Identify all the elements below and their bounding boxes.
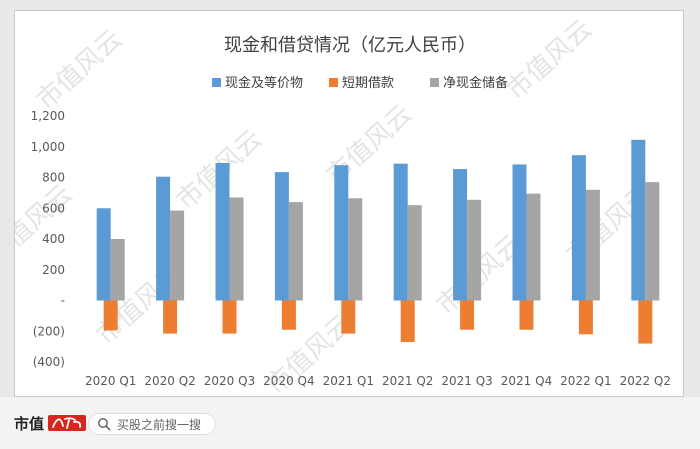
- bar-net-cash: [467, 199, 482, 301]
- chart: 市值风云市值风云市值风云市值风云市值风云市值风云市值风云市值风云市值风云 现金和…: [15, 14, 671, 398]
- bar-short-term-borrowing: [341, 300, 356, 334]
- legend-swatch: [430, 78, 439, 87]
- bar-net-cash: [288, 202, 303, 301]
- brand-name: 市值: [14, 414, 45, 433]
- bar-short-term-borrowing: [519, 300, 534, 330]
- bar-net-cash: [348, 198, 363, 301]
- chart-card: 市值风云市值风云市值风云市值风云市值风云市值风云市值风云市值风云市值风云 现金和…: [14, 10, 684, 398]
- x-tick-label: 2020 Q1: [85, 374, 136, 388]
- x-axis: 2020 Q1 2020 Q2 2020 Q3 2020 Q4 2021 Q1 2021 …: [85, 374, 671, 388]
- bar-short-term-borrowing: [460, 300, 475, 330]
- bar-short-term-borrowing: [638, 300, 653, 344]
- bar-cash: [453, 169, 468, 301]
- x-tick-label: 2021 Q1: [323, 374, 374, 388]
- bar-cash: [393, 163, 408, 301]
- x-tick-label: 2020 Q4: [263, 374, 314, 388]
- bar-net-cash: [110, 239, 125, 301]
- watermark-text: 市值风云: [15, 179, 78, 271]
- x-tick-label: 2021 Q2: [382, 374, 433, 388]
- bar-net-cash: [526, 193, 541, 301]
- footer-bar: 市值 买股之前搜一搜: [0, 397, 700, 449]
- bar-short-term-borrowing: [163, 300, 178, 334]
- y-tick-label: 1,200: [31, 109, 65, 123]
- fengyun-logo-icon: [48, 415, 87, 431]
- legend-label: 现金及等价物: [225, 75, 303, 91]
- watermark-text: 市值风云: [31, 24, 128, 116]
- bars: [96, 139, 660, 344]
- bar-net-cash: [170, 210, 185, 301]
- chart-title: 现金和借贷情况（亿元人民币）: [224, 35, 476, 56]
- bar-cash: [156, 176, 171, 301]
- search-icon: [98, 418, 111, 431]
- y-tick-label: 800: [42, 171, 65, 185]
- bar-short-term-borrowing: [400, 300, 415, 343]
- legend: 现金及等价物 短期借款 净现金储备: [212, 75, 508, 91]
- bar-short-term-borrowing: [281, 300, 296, 330]
- y-tick-label: 1,000: [31, 140, 65, 154]
- bar-cash: [512, 164, 527, 301]
- x-tick-label: 2022 Q1: [560, 374, 611, 388]
- legend-label: 短期借款: [342, 76, 394, 91]
- legend-swatch: [212, 78, 221, 87]
- search-input[interactable]: 买股之前搜一搜: [88, 413, 216, 435]
- brand-logo[interactable]: 市值: [14, 411, 87, 435]
- bar-cash: [215, 162, 230, 301]
- bar-cash: [96, 208, 111, 301]
- bar-net-cash: [229, 197, 244, 301]
- bar-cash: [631, 139, 646, 301]
- bar-short-term-borrowing: [103, 300, 118, 331]
- y-tick-label: 600: [42, 201, 65, 215]
- bar-cash: [274, 172, 289, 301]
- y-tick-label: -: [61, 294, 65, 308]
- legend-swatch: [329, 78, 338, 87]
- bar-short-term-borrowing: [222, 300, 237, 334]
- x-tick-label: 2020 Q3: [204, 374, 255, 388]
- legend-label: 净现金储备: [443, 75, 508, 91]
- y-axis: 1,200 1,000 800 600 400 200 - (200) (400): [31, 109, 65, 369]
- bar-net-cash: [407, 205, 422, 301]
- x-tick-label: 2020 Q2: [144, 374, 195, 388]
- watermark-text: 市值风云: [501, 14, 598, 106]
- bar-net-cash: [645, 182, 660, 301]
- x-tick-label: 2022 Q2: [620, 374, 671, 388]
- x-tick-label: 2021 Q4: [501, 374, 552, 388]
- y-tick-label: 200: [42, 263, 65, 277]
- y-tick-label: (400): [33, 355, 65, 369]
- search-placeholder: 买股之前搜一搜: [117, 417, 202, 432]
- bar-cash: [334, 165, 349, 301]
- bar-cash: [571, 155, 586, 301]
- y-tick-label: (200): [33, 324, 65, 338]
- x-tick-label: 2021 Q3: [441, 374, 492, 388]
- bar-net-cash: [585, 189, 600, 301]
- bar-short-term-borrowing: [578, 300, 593, 335]
- y-tick-label: 400: [42, 232, 65, 246]
